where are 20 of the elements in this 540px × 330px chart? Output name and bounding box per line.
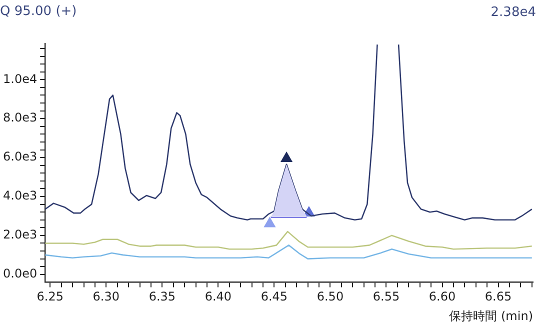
y-tick-label: 1.0e4 <box>2 72 38 86</box>
x-tick-label: 6.45 <box>260 290 288 304</box>
x-tick-label: 6.65 <box>484 290 512 304</box>
text: 6.30 <box>92 290 120 304</box>
point <box>280 152 292 162</box>
x-tick-label: 6.35 <box>148 290 176 304</box>
chart-title: Q 95.00 (+) <box>0 4 77 20</box>
x-axis-title: 保持時間 (min) <box>449 308 533 323</box>
y-tick-label: 8.0e3 <box>2 110 38 125</box>
point <box>264 217 276 228</box>
y-tick-label: 6.0e3 <box>2 150 38 164</box>
x-tick-label: 6.55 <box>372 290 400 304</box>
y-tick-label: 4.0e3 <box>2 188 38 203</box>
text: 2.38e4 <box>490 4 536 20</box>
x-tick-label: 6.60 <box>428 290 456 304</box>
x-tick-label: 6.40 <box>204 290 232 304</box>
x-tick-label: 6.50 <box>316 290 344 304</box>
y-tick-label: 2.0e3 <box>2 228 38 242</box>
y-tick-label: 0.0e0 <box>2 266 38 281</box>
x-tick-label: 6.25 <box>36 290 64 304</box>
